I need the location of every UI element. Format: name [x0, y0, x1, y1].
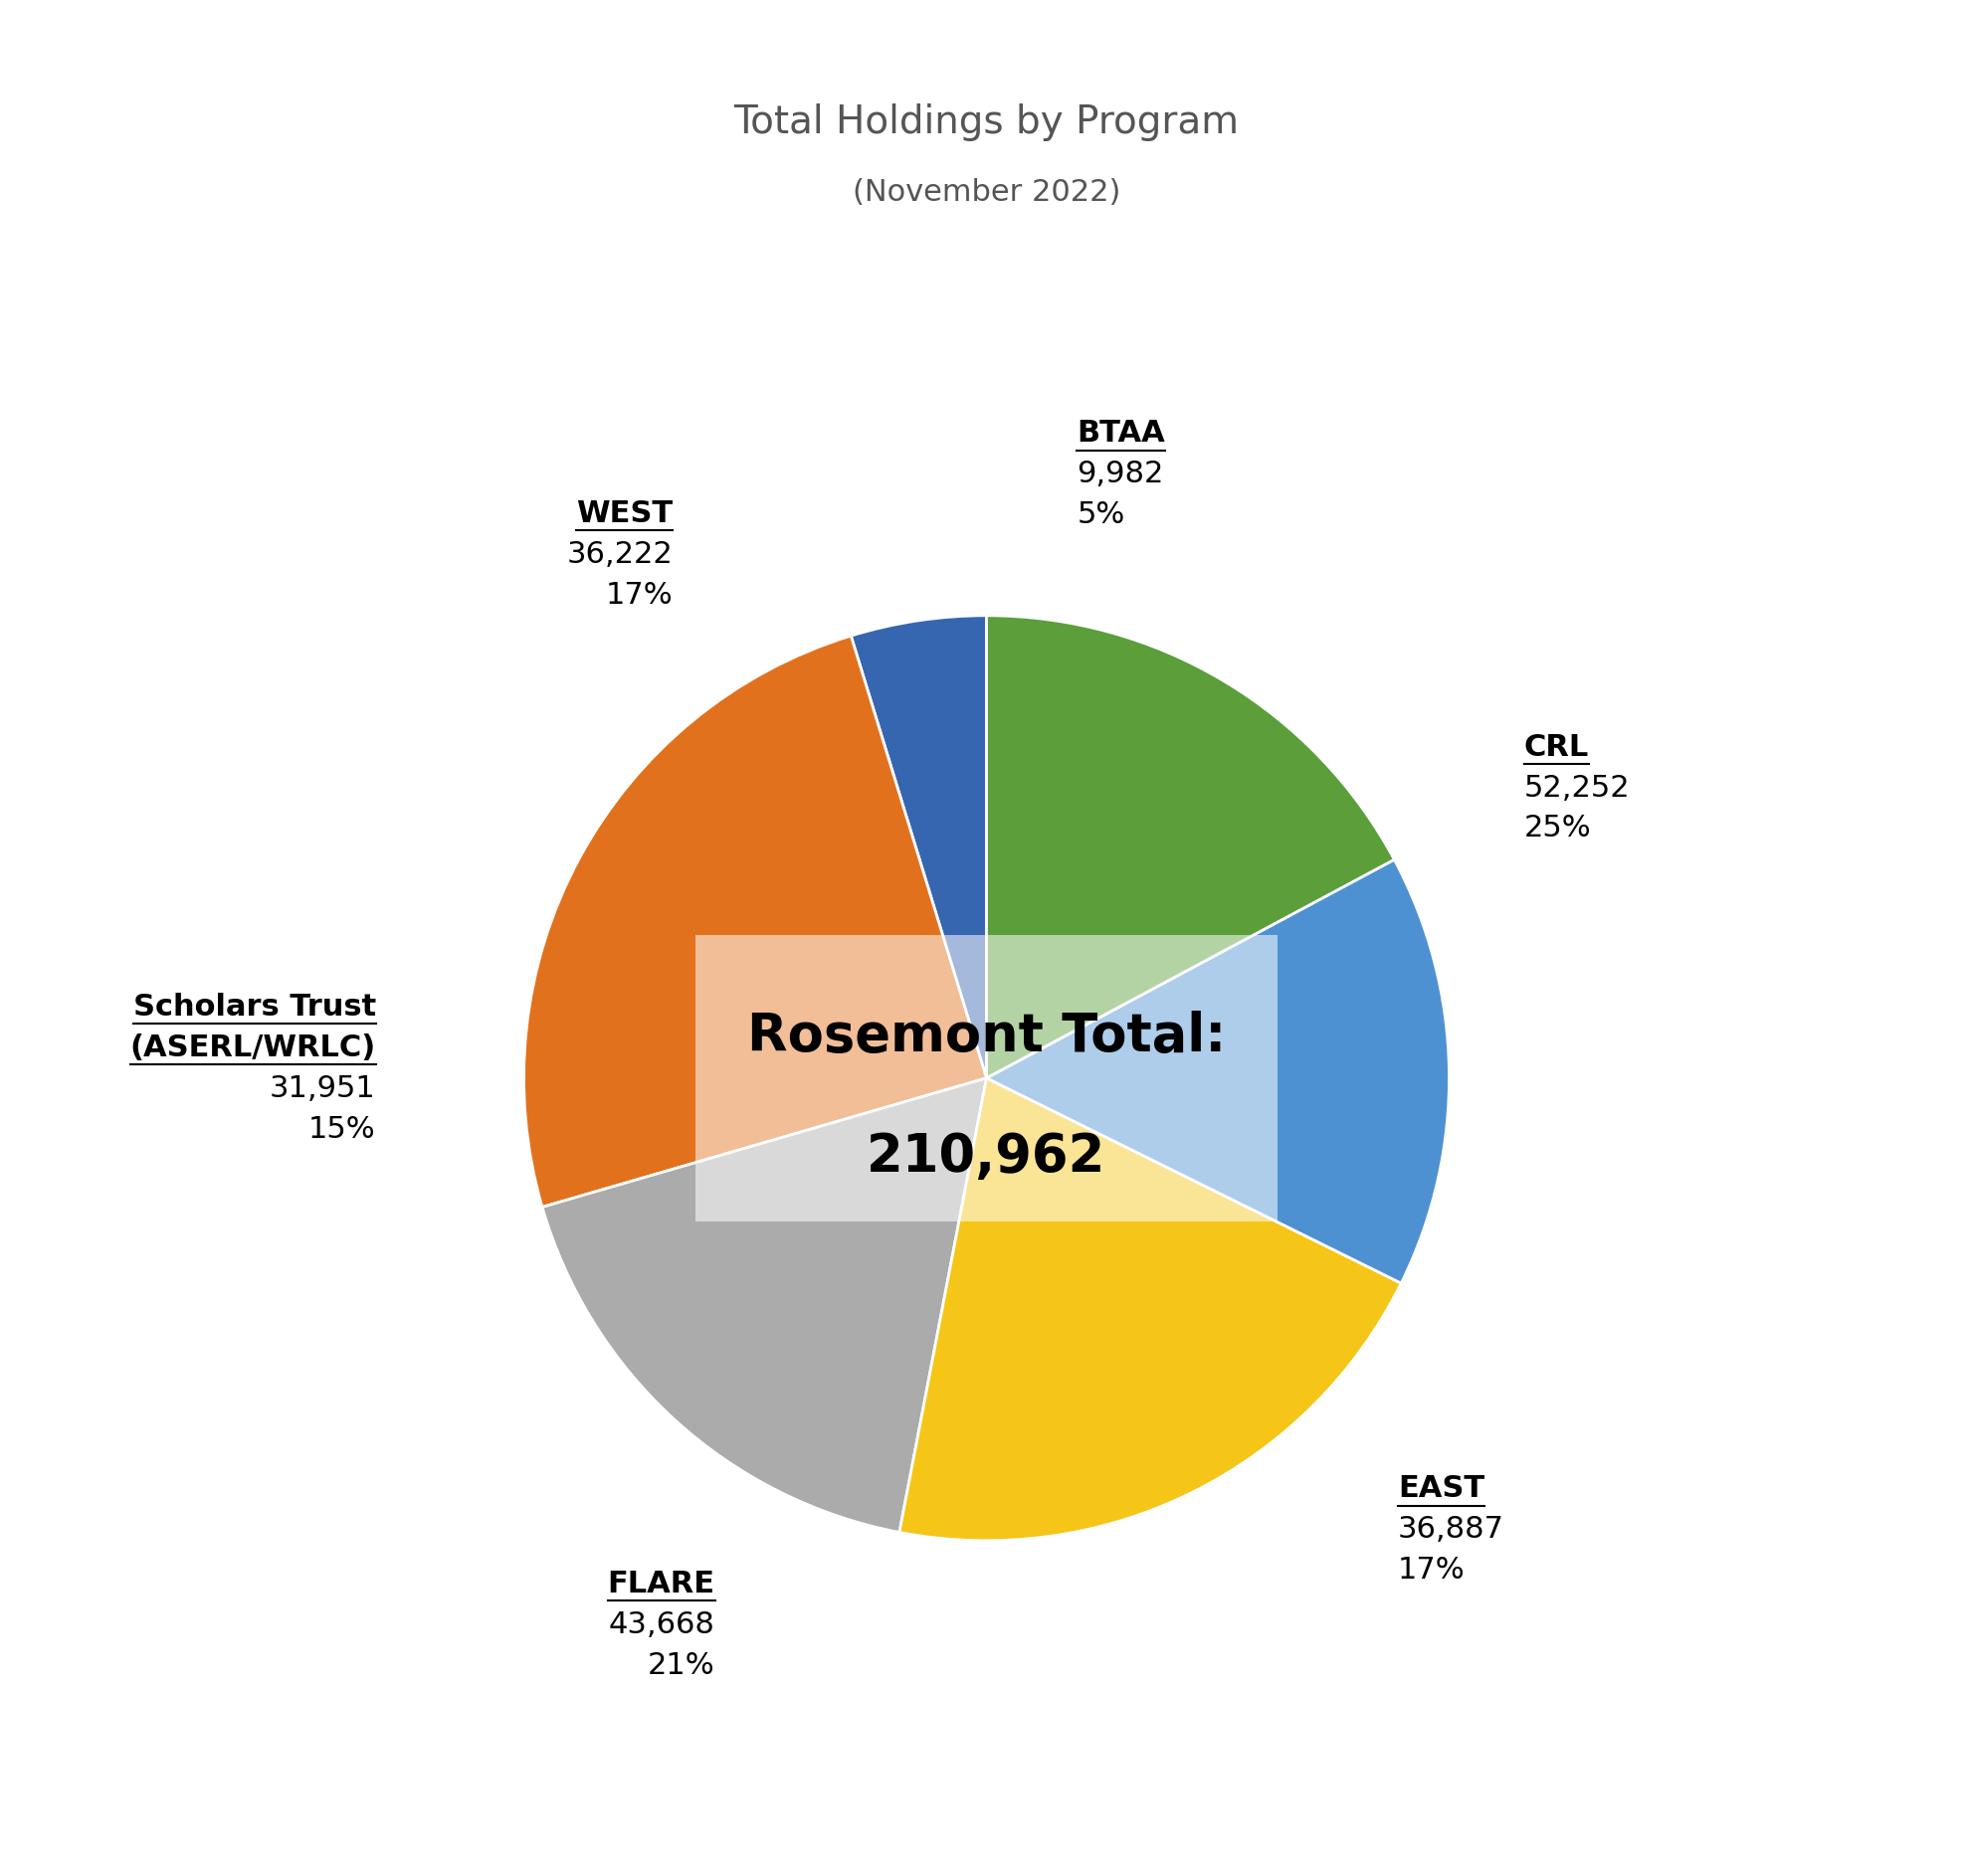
Text: 9,982: 9,982 — [1077, 460, 1163, 488]
Text: 210,962: 210,962 — [866, 1131, 1106, 1182]
Wedge shape — [899, 1079, 1400, 1540]
Text: Rosemont Total:: Rosemont Total: — [747, 1011, 1225, 1062]
Text: 15%: 15% — [308, 1114, 377, 1144]
Text: Total Holdings by Program: Total Holdings by Program — [734, 103, 1238, 141]
Text: FLARE: FLARE — [607, 1570, 714, 1598]
Text: 17%: 17% — [605, 580, 672, 610]
Text: CRL: CRL — [1522, 734, 1587, 762]
Wedge shape — [986, 859, 1447, 1283]
Text: 36,887: 36,887 — [1396, 1516, 1503, 1544]
Text: 52,252: 52,252 — [1522, 773, 1629, 803]
Text: 25%: 25% — [1522, 814, 1589, 842]
Text: 31,951: 31,951 — [270, 1075, 377, 1103]
Wedge shape — [986, 615, 1394, 1079]
Text: 36,222: 36,222 — [566, 540, 672, 568]
Bar — [694, 934, 1278, 1221]
Text: 43,668: 43,668 — [607, 1610, 714, 1640]
Text: (ASERL/WRLC): (ASERL/WRLC) — [130, 1034, 377, 1062]
Text: 17%: 17% — [1396, 1555, 1465, 1585]
Wedge shape — [850, 615, 986, 1079]
Text: (November 2022): (November 2022) — [852, 178, 1120, 206]
Text: 5%: 5% — [1077, 501, 1124, 529]
Text: EAST: EAST — [1396, 1475, 1483, 1503]
Text: Scholars Trust: Scholars Trust — [132, 992, 377, 1022]
Wedge shape — [542, 1079, 986, 1533]
Text: BTAA: BTAA — [1077, 418, 1165, 448]
Text: WEST: WEST — [576, 499, 672, 527]
Wedge shape — [525, 636, 986, 1206]
Text: 21%: 21% — [647, 1651, 714, 1681]
